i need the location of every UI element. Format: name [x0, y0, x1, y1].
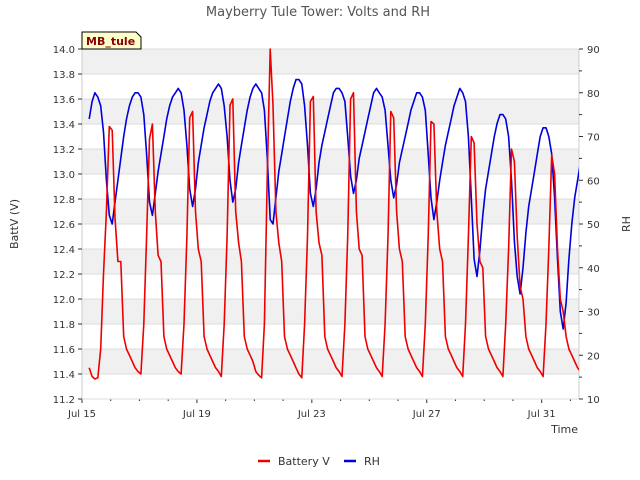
y-right-axis-ticks: 10 20 30 40 50 60 70 80 90 [579, 45, 600, 406]
background-band [82, 49, 579, 74]
x-tick-label: Jul 31 [527, 409, 556, 420]
y-left-axis-label: BattV (V) [8, 199, 21, 249]
y-left-tick-label: 13.2 [53, 145, 75, 156]
background-band [82, 149, 579, 174]
y-right-tick-label: 10 [587, 395, 600, 406]
y-left-tick-label: 12.2 [53, 270, 75, 281]
y-left-tick-label: 11.6 [53, 345, 75, 356]
y-right-tick-label: 50 [587, 220, 600, 231]
y-right-tick-label: 90 [587, 45, 600, 56]
y-right-tick-label: 30 [587, 308, 600, 319]
legend-label-rh: RH [364, 455, 380, 468]
x-axis-ticks: Jul 15 Jul 19 Jul 23 Jul 27 Jul 31 [67, 399, 571, 420]
background-bands [82, 49, 579, 374]
site-label-text: MB_tule [86, 35, 135, 48]
site-label-box [81, 31, 142, 50]
y-left-tick-label: 11.8 [53, 320, 75, 331]
series-line-rh [88, 78, 579, 330]
y-left-tick-label: 12.8 [53, 195, 75, 206]
x-tick-label: Jul 19 [182, 409, 211, 420]
y-left-tick-label: 13.0 [53, 170, 75, 181]
series-line-battery-v [88, 48, 579, 380]
y-left-tick-label: 13.4 [53, 120, 75, 131]
y-left-tick-label: 12.0 [53, 295, 75, 306]
x-tick-label: Jul 27 [412, 409, 441, 420]
y-left-tick-label: 12.6 [53, 220, 75, 231]
background-band [82, 199, 579, 224]
background-band [82, 299, 579, 324]
y-right-tick-label: 40 [587, 264, 600, 275]
y-left-tick-label: 11.4 [53, 370, 75, 381]
site-label-badge: MB_tule [81, 31, 142, 50]
y-right-tick-label: 60 [587, 176, 600, 187]
y-left-axis-ticks: 11.2 11.4 11.6 11.8 12.0 12.2 12.4 12.6 12.8 13.0… [53, 45, 579, 406]
legend: Battery V RH [258, 455, 380, 468]
x-tick-label: Jul 23 [297, 409, 326, 420]
y-right-tick-label: 20 [587, 351, 600, 362]
y-left-tick-label: 13.6 [53, 95, 75, 106]
y-left-tick-label: 11.2 [53, 395, 75, 406]
y-left-tick-label: 13.8 [53, 70, 75, 81]
y-right-tick-label: 80 [587, 89, 600, 100]
legend-label-battery-v: Battery V [278, 455, 330, 468]
y-left-tick-label: 14.0 [53, 45, 75, 56]
background-band [82, 349, 579, 374]
x-axis-label: Time [550, 423, 578, 436]
y-right-axis-label: RH [620, 216, 633, 232]
x-tick-label: Jul 15 [67, 409, 96, 420]
y-right-tick-label: 70 [587, 133, 600, 144]
chart-title: Mayberry Tule Tower: Volts and RH [206, 5, 430, 20]
background-band [82, 249, 579, 274]
y-left-tick-label: 12.4 [53, 245, 75, 256]
